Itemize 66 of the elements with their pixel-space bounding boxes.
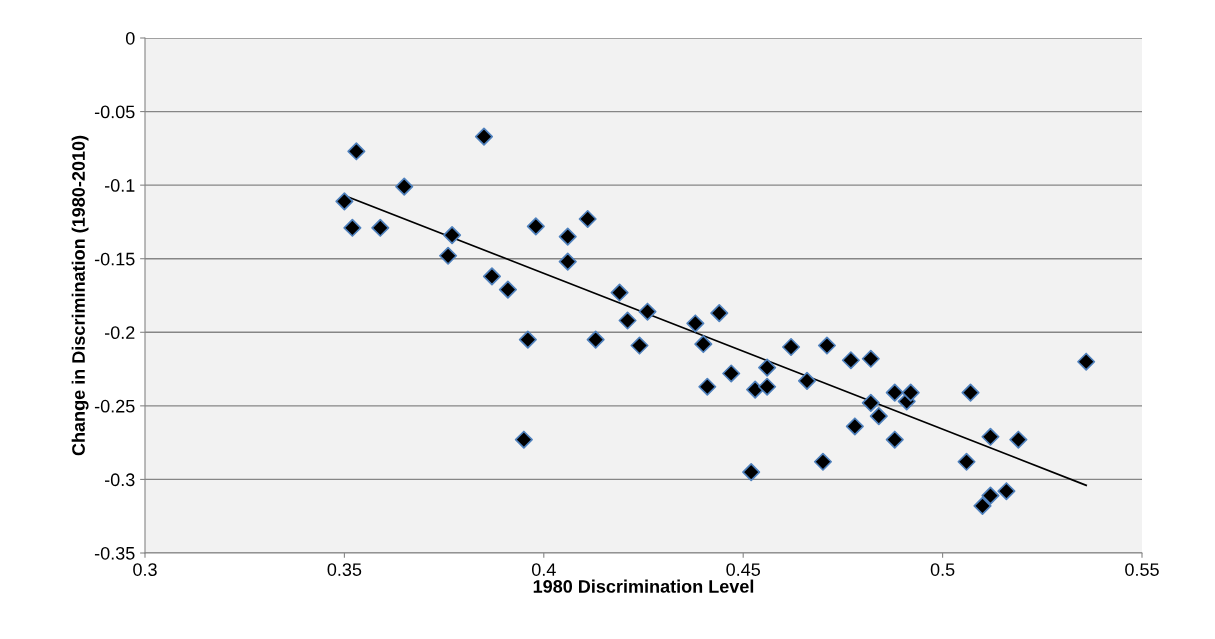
point	[518, 330, 537, 349]
x-tick-label: 0.5	[930, 563, 955, 576]
point	[845, 417, 864, 436]
y-tick-label: -0.3	[104, 473, 135, 487]
point	[371, 218, 390, 237]
x-tick-label: 0.35	[327, 563, 362, 576]
point	[618, 311, 637, 330]
point	[439, 246, 458, 265]
x-axis-title: 1980 Discrimination Level	[533, 579, 754, 593]
y-tick-label: -0.1	[104, 179, 135, 192]
point	[443, 226, 462, 245]
point	[901, 383, 920, 402]
y-tick-label: 0	[125, 31, 135, 45]
point	[869, 407, 888, 426]
x-tick-label: 0.55	[1125, 563, 1159, 576]
point	[578, 209, 597, 229]
point	[710, 304, 729, 323]
point	[997, 482, 1016, 501]
point	[813, 452, 833, 471]
point	[885, 383, 904, 402]
point	[981, 427, 1000, 446]
x-tick-label: 0.4	[531, 563, 556, 576]
point	[758, 358, 777, 377]
y-tick-label: -0.05	[94, 105, 135, 119]
point	[698, 377, 717, 396]
point	[630, 336, 649, 355]
point	[514, 430, 533, 449]
point	[742, 463, 761, 482]
point	[526, 217, 545, 236]
point	[610, 283, 629, 302]
point	[638, 302, 657, 321]
point	[722, 364, 741, 383]
point	[885, 430, 904, 449]
point	[694, 335, 713, 354]
point	[1009, 430, 1028, 449]
x-tick-label: 0.45	[726, 563, 761, 576]
point	[395, 177, 414, 196]
point	[558, 252, 577, 271]
point	[782, 337, 801, 357]
y-tick-label: -0.35	[94, 546, 135, 560]
point	[1077, 352, 1096, 371]
point	[686, 314, 705, 333]
point	[586, 330, 605, 349]
point	[817, 336, 837, 355]
point	[558, 227, 577, 246]
point	[482, 267, 502, 286]
point	[343, 218, 362, 237]
point	[498, 280, 517, 299]
y-axis-title: Change in Discrimination (1980-2010)	[71, 135, 89, 456]
point	[981, 486, 1000, 505]
y-tick-label: -0.25	[94, 399, 135, 413]
point	[973, 496, 992, 515]
y-tick-label: -0.2	[104, 326, 135, 340]
point	[746, 380, 765, 399]
x-tick-label: 0.3	[133, 563, 157, 576]
point	[758, 377, 777, 396]
y-tick-label: -0.15	[94, 252, 135, 266]
point	[347, 142, 366, 161]
point	[797, 371, 817, 390]
point	[474, 127, 494, 146]
point	[861, 349, 880, 368]
point	[957, 452, 976, 471]
point	[335, 192, 354, 211]
point	[861, 393, 880, 412]
point	[841, 351, 860, 370]
point	[961, 383, 980, 402]
